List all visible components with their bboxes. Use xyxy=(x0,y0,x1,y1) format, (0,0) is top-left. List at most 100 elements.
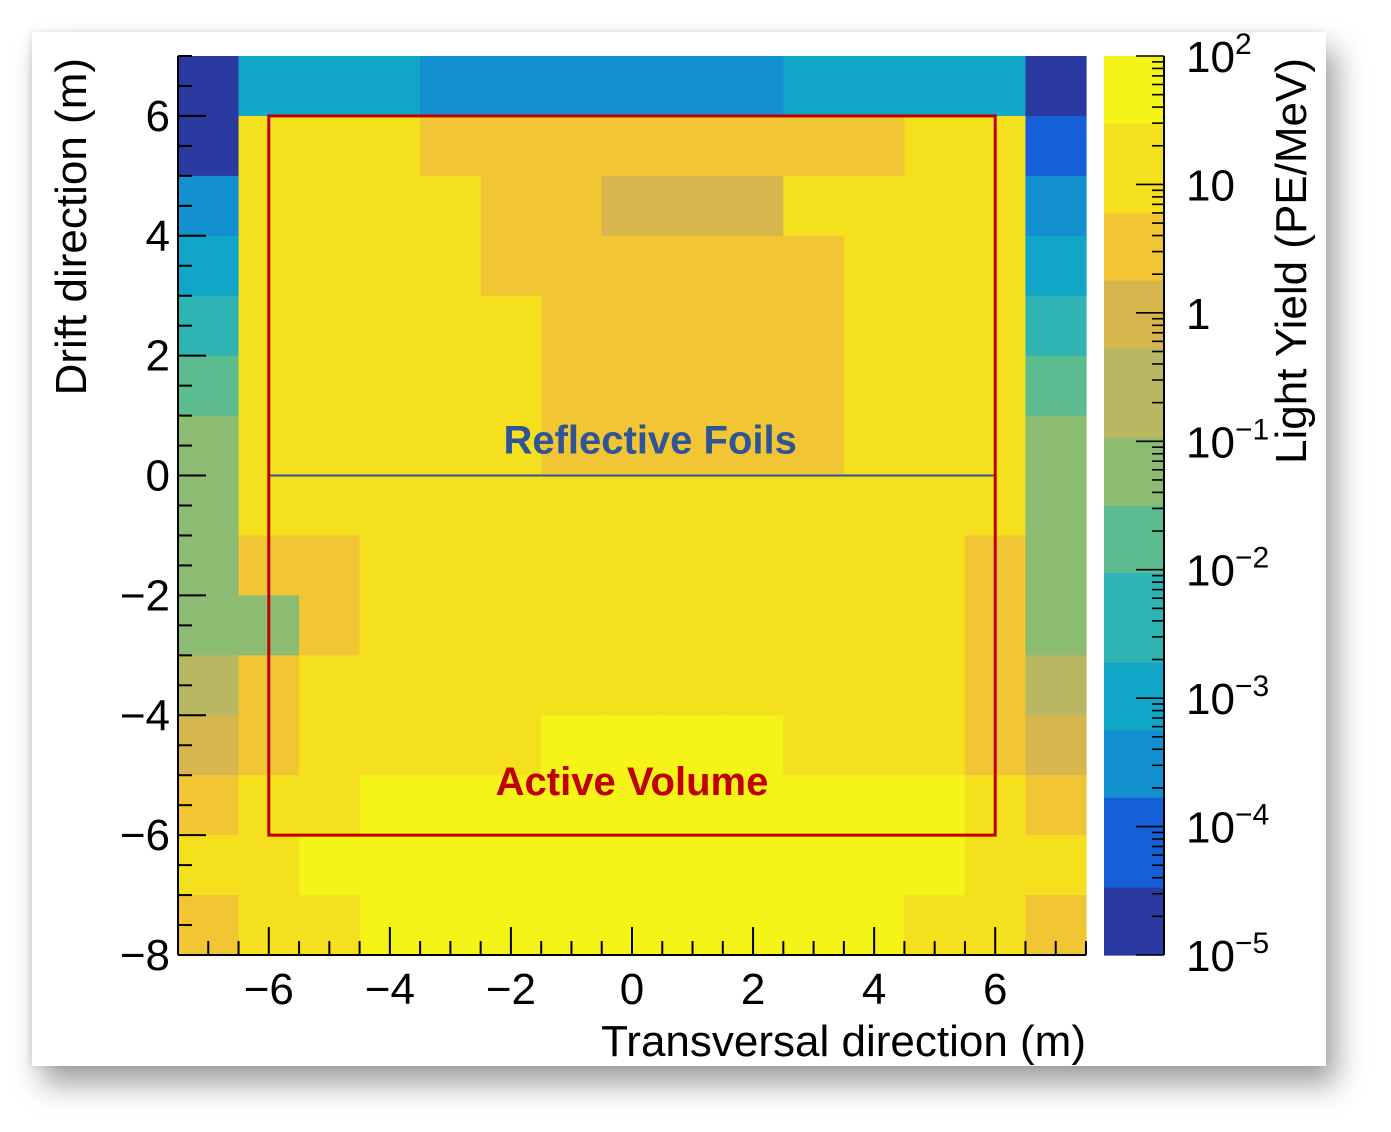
heatmap-cell xyxy=(541,655,603,716)
heatmap-cell xyxy=(299,355,361,417)
heatmap-cell xyxy=(601,475,663,537)
annotations: Reflective Foils Active Volume xyxy=(496,419,797,805)
heatmap-cell xyxy=(601,655,663,716)
heatmap-cell xyxy=(601,715,663,776)
heatmap-cell xyxy=(299,595,361,656)
heatmap-cell xyxy=(904,775,966,836)
heatmap-cell xyxy=(1025,235,1087,297)
heatmap-cell xyxy=(420,56,482,117)
heatmap-cell xyxy=(480,175,542,237)
heatmap-cell xyxy=(480,715,542,776)
axes xyxy=(177,55,1087,956)
heatmap-cell xyxy=(359,235,421,297)
heatmap-cell xyxy=(299,235,361,297)
colorbar-swatch xyxy=(1104,865,1164,889)
heatmap-cell xyxy=(299,715,361,776)
heatmap-cell xyxy=(783,415,845,477)
heatmap-cell xyxy=(420,295,482,357)
colorbar-swatch xyxy=(1104,370,1164,394)
colorbar-swatch xyxy=(1104,932,1164,956)
heatmap-cell xyxy=(420,775,482,836)
region-box xyxy=(267,114,997,837)
heatmap-cell xyxy=(783,175,845,237)
heatmap-cell xyxy=(359,595,421,656)
colorbar-swatch xyxy=(1104,348,1164,372)
heatmap-cell xyxy=(904,475,966,537)
heatmap-cell xyxy=(601,235,663,297)
x-tick-label: 6 xyxy=(983,965,1007,1014)
colorbar-swatch xyxy=(1104,595,1164,619)
heatmap-cell xyxy=(480,595,542,656)
colorbar-tick-label: 102 xyxy=(1186,28,1252,82)
heatmap-cell xyxy=(722,595,784,656)
colorbar-tick-label: 10−4 xyxy=(1186,799,1269,853)
y-tick-label: 0 xyxy=(146,452,170,501)
heatmap-cell xyxy=(541,235,603,297)
region-boxes xyxy=(267,114,997,837)
colorbar-swatch xyxy=(1104,56,1164,80)
heatmap-cell xyxy=(541,835,603,896)
colorbar-swatch xyxy=(1104,415,1164,439)
colorbar-swatch xyxy=(1104,78,1164,102)
heatmap-cell xyxy=(662,655,724,716)
heatmap-cell xyxy=(359,475,421,537)
heatmap-cell xyxy=(541,535,603,596)
heatmap-cell xyxy=(601,775,663,836)
colorbar-swatch xyxy=(1104,123,1164,147)
heatmap-cell xyxy=(480,655,542,716)
colorbar-tick-label: 10−5 xyxy=(1186,927,1269,981)
heatmap-cell xyxy=(722,235,784,297)
heatmap-cell xyxy=(420,235,482,297)
heatmap-cell xyxy=(722,56,784,117)
heatmap-cell xyxy=(783,475,845,537)
colorbar-swatch xyxy=(1104,303,1164,327)
colorbar-swatch xyxy=(1104,730,1164,754)
heatmap-cell xyxy=(1025,295,1087,357)
heatmap-cell xyxy=(1025,175,1087,237)
colorbar-swatch xyxy=(1104,662,1164,686)
heatmap-cell xyxy=(359,715,421,776)
heatmap-cell xyxy=(783,595,845,656)
heatmap-cell xyxy=(1025,415,1087,477)
heatmap-cell xyxy=(843,56,905,117)
tick-labels: −6 −4 −2 0 2 4 6 −8 −6 −4 −2 0 2 4 6 102 10 1 10−1 10−2 10−3… xyxy=(120,28,1269,1014)
y-tick-label: −2 xyxy=(120,571,170,620)
heatmap-cell xyxy=(1025,715,1087,776)
annotation-label: Active Volume xyxy=(496,760,769,804)
heatmap-cell xyxy=(843,715,905,776)
colorbar-swatch xyxy=(1104,168,1164,192)
heatmap-cell xyxy=(904,415,966,477)
heatmap-cell xyxy=(359,535,421,596)
heatmap-cell xyxy=(601,415,663,477)
heatmap-cell xyxy=(601,56,663,117)
y-axis-title: Drift direction (m) xyxy=(47,58,96,395)
heatmap-cell xyxy=(359,355,421,417)
x-tick-label: 0 xyxy=(620,965,644,1014)
heatmap-cell xyxy=(662,235,724,297)
heatmap-cell xyxy=(420,535,482,596)
heatmap-cell xyxy=(904,535,966,596)
colorbar-swatch xyxy=(1104,640,1164,664)
heatmap-cell xyxy=(601,835,663,896)
heatmap-cell xyxy=(601,355,663,417)
heatmap-cell xyxy=(420,415,482,477)
x-tick-label: 4 xyxy=(862,965,886,1014)
heatmap-cell xyxy=(238,835,300,896)
heatmap-cell xyxy=(843,415,905,477)
heatmap-cell xyxy=(359,415,421,477)
colorbar-tick-label: 10−2 xyxy=(1186,542,1269,596)
colorbar-swatch xyxy=(1104,685,1164,709)
heatmap-cell xyxy=(420,835,482,896)
colorbar-swatch xyxy=(1104,235,1164,259)
heatmap-cell xyxy=(480,295,542,357)
heatmap-cell xyxy=(480,835,542,896)
colorbar-swatch xyxy=(1104,775,1164,799)
y-tick-label: 6 xyxy=(146,92,170,141)
heatmap-cell xyxy=(783,715,845,776)
colorbar-swatch xyxy=(1104,887,1164,911)
colorbar-swatch xyxy=(1104,100,1164,125)
heatmap-cell xyxy=(843,835,905,896)
heatmap-cell xyxy=(541,295,603,357)
heatmap-cell xyxy=(904,115,966,177)
colorbar-swatch xyxy=(1104,752,1164,776)
